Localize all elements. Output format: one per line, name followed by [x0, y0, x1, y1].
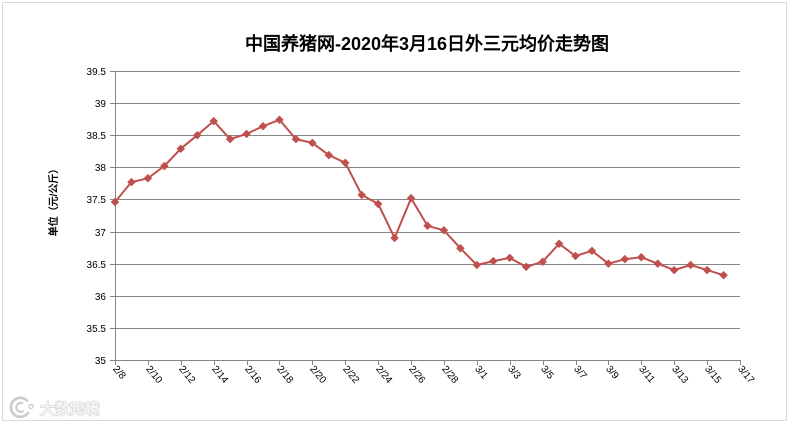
y-tick-label: 38.5 — [87, 131, 107, 142]
y-tick-label: 37.5 — [87, 195, 107, 206]
data-point-marker — [275, 115, 284, 125]
data-point-marker — [456, 243, 465, 253]
data-point-marker — [620, 254, 630, 264]
y-tick-label: 36 — [95, 292, 107, 303]
data-point-marker — [176, 144, 186, 154]
y-tick-labels: 35 35.5 36 36.5 37 37.5 38 38.5 39 39.5 — [87, 67, 107, 367]
data-point-marker — [110, 197, 120, 207]
data-point-marker — [209, 116, 219, 126]
data-point-marker — [669, 265, 679, 275]
data-point-marker — [192, 130, 202, 140]
data-point-marker — [439, 225, 449, 235]
y-axis-label: 单位（元/公斤） — [47, 164, 60, 237]
y-tick-label: 37 — [95, 228, 107, 239]
data-point-marker — [636, 252, 646, 262]
data-point-marker — [324, 150, 334, 160]
data-point-marker — [653, 259, 663, 269]
data-point-marker — [686, 260, 696, 270]
data-point-marker — [242, 129, 251, 139]
chart-title: 中国养猪网-2020年3月16日外三元均价走势图 — [245, 33, 609, 54]
data-point-marker — [505, 253, 515, 263]
data-point-marker — [357, 190, 367, 200]
watermark-logo-icon — [9, 396, 34, 419]
y-tick-label: 36.5 — [87, 260, 107, 271]
series-group — [110, 115, 728, 280]
data-point-marker — [143, 173, 153, 183]
data-point-marker — [488, 256, 498, 266]
watermark-text: 大数跨境 — [40, 400, 100, 418]
y-tick-label: 38 — [95, 163, 107, 174]
data-point-marker — [719, 270, 728, 280]
data-point-marker — [127, 177, 136, 187]
data-point-marker — [521, 262, 531, 272]
data-point-marker — [587, 246, 597, 256]
data-point-marker — [340, 158, 350, 168]
y-tick-label: 39 — [95, 99, 107, 110]
axes — [110, 71, 741, 365]
data-point-marker — [308, 138, 317, 148]
y-tick-label: 35.5 — [87, 324, 107, 335]
data-point-marker — [554, 239, 564, 249]
data-point-marker — [538, 257, 547, 267]
data-point-marker — [702, 265, 712, 275]
data-point-marker — [373, 199, 383, 209]
data-point-marker — [225, 134, 235, 144]
data-point-marker — [423, 221, 432, 231]
data-point-marker — [390, 233, 399, 243]
data-point-marker — [472, 260, 482, 270]
data-point-marker — [291, 134, 301, 144]
y-tick-label: 35 — [95, 356, 107, 367]
data-point-marker — [258, 121, 268, 131]
watermark: 大数跨境 — [9, 396, 100, 419]
data-point-marker — [571, 251, 580, 261]
gridlines — [115, 71, 740, 329]
data-point-marker — [159, 161, 169, 171]
data-point-marker — [604, 259, 613, 269]
data-point-marker — [406, 193, 416, 203]
y-tick-label: 39.5 — [87, 67, 107, 78]
